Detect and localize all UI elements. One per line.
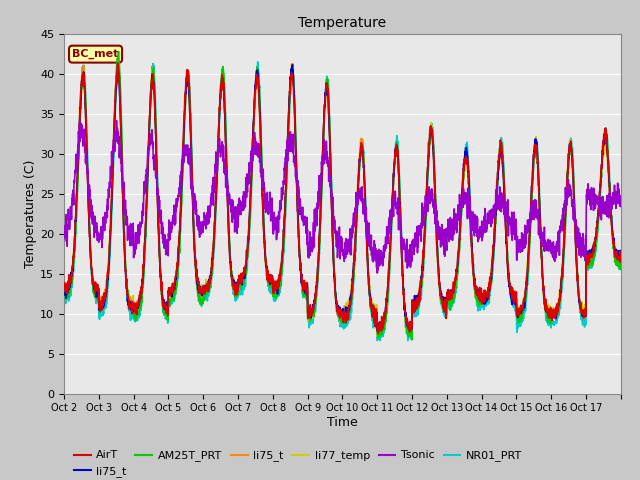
Title: Temperature: Temperature <box>298 16 387 30</box>
Y-axis label: Temperatures (C): Temperatures (C) <box>24 159 37 268</box>
X-axis label: Time: Time <box>327 416 358 429</box>
Legend: AirT, li75_t, AM25T_PRT, li75_t, li77_temp, Tsonic, NR01_PRT: AirT, li75_t, AM25T_PRT, li75_t, li77_te… <box>70 446 527 480</box>
Text: BC_met: BC_met <box>72 49 119 59</box>
